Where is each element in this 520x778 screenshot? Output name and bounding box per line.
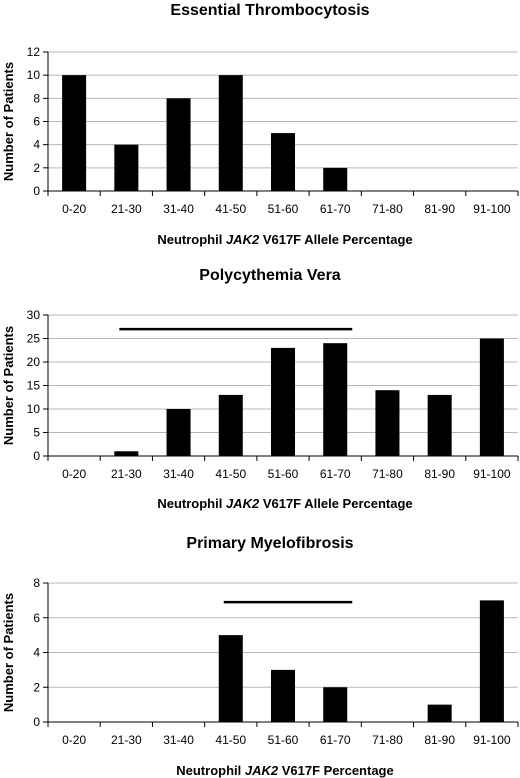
x-tick-label: 0-20 <box>62 202 86 216</box>
x-tick-label: 91-100 <box>473 202 511 216</box>
x-tick-label: 71-80 <box>372 202 403 216</box>
y-tick-label: 20 <box>27 355 41 369</box>
chart-title: Primary Myelofibrosis <box>186 535 353 552</box>
x-axis-label-part: V617F Allele Percentage <box>259 232 412 247</box>
y-tick-label: 12 <box>27 45 41 59</box>
bar-81-90 <box>427 704 452 722</box>
chart-2: Primary Myelofibrosis 0 2 4 6 8 0-20 21-30 31-40… <box>1 535 519 778</box>
bar-91-100 <box>479 600 504 722</box>
x-tick-label: 51-60 <box>268 467 299 481</box>
bar-21-30 <box>114 144 139 191</box>
bar-21-30 <box>114 451 139 456</box>
x-axis-label-part: Neutrophil <box>176 763 245 778</box>
bar-91-100 <box>479 338 504 456</box>
x-axis-label-part: Neutrophil <box>157 232 226 247</box>
y-tick-label: 4 <box>33 138 40 152</box>
x-tick-label: 0-20 <box>62 733 86 747</box>
y-axis-label: Number of Patients <box>1 326 16 445</box>
y-tick-label: 0 <box>33 184 40 198</box>
chart-title: Essential Thrombocytosis <box>170 2 369 19</box>
y-tick-label: 5 <box>33 426 40 440</box>
x-axis-label-part: JAK2 <box>226 496 260 511</box>
bar-51-60 <box>270 347 296 456</box>
y-tick-label: 30 <box>27 308 41 322</box>
x-tick-label: 81-90 <box>424 467 455 481</box>
x-tick-label: 61-70 <box>320 202 351 216</box>
bar-61-70 <box>323 343 348 456</box>
bar-71-80 <box>375 390 400 456</box>
x-tick-label: 41-50 <box>215 202 246 216</box>
x-tick-label: 61-70 <box>320 467 351 481</box>
x-tick-label: 41-50 <box>215 733 246 747</box>
y-tick-label: 8 <box>33 91 40 105</box>
x-tick-label: 31-40 <box>163 733 194 747</box>
chart-0: Essential Thrombocytosis 0 2 4 6 8 10 12 0-20 21-… <box>1 2 519 247</box>
x-tick-label: 31-40 <box>163 467 194 481</box>
x-axis-label: Neutrophil JAK2 V617F Allele Percentage <box>157 232 412 247</box>
bar-41-50 <box>218 635 243 722</box>
y-tick-label: 6 <box>33 115 40 129</box>
bar-61-70 <box>323 687 348 722</box>
y-tick-label: 0 <box>33 715 40 729</box>
x-tick-label: 81-90 <box>424 202 455 216</box>
bar-61-70 <box>323 167 348 191</box>
x-tick-label: 0-20 <box>62 467 86 481</box>
x-tick-label: 71-80 <box>372 733 403 747</box>
bar-31-40 <box>166 409 191 456</box>
chart-1: Polycythemia Vera 0 5 10 15 20 25 30 0-20 21-30 31… <box>1 267 519 511</box>
y-tick-label: 25 <box>27 332 41 346</box>
bar-31-40 <box>166 98 191 191</box>
x-tick-label: 51-60 <box>268 202 299 216</box>
x-axis-label-part: Neutrophil <box>157 496 226 511</box>
x-axis-label-part: V617F Percentage <box>278 763 394 778</box>
x-tick-label: 41-50 <box>215 467 246 481</box>
bar-41-50 <box>218 75 243 191</box>
x-tick-label: 91-100 <box>473 733 511 747</box>
x-tick-label: 21-30 <box>111 467 142 481</box>
y-tick-label: 0 <box>33 449 40 463</box>
y-tick-label: 2 <box>33 680 40 694</box>
chart-title: Polycythemia Vera <box>199 267 341 284</box>
bar-0-20 <box>62 75 87 191</box>
x-axis-label-part: V617F Allele Percentage <box>259 496 412 511</box>
y-tick-label: 4 <box>33 646 40 660</box>
x-axis-label: Neutrophil JAK2 V617F Allele Percentage <box>157 496 412 511</box>
x-axis-label-part: JAK2 <box>245 763 279 778</box>
x-tick-label: 21-30 <box>111 202 142 216</box>
y-tick-label: 8 <box>33 576 40 590</box>
bar-41-50 <box>218 394 243 456</box>
x-tick-label: 31-40 <box>163 202 194 216</box>
x-axis-label-part: JAK2 <box>226 232 260 247</box>
x-tick-label: 51-60 <box>268 733 299 747</box>
y-axis-label: Number of Patients <box>1 593 16 712</box>
x-tick-label: 81-90 <box>424 733 455 747</box>
y-axis-label: Number of Patients <box>1 62 16 181</box>
x-tick-label: 91-100 <box>473 467 511 481</box>
x-tick-label: 61-70 <box>320 733 351 747</box>
bar-51-60 <box>270 133 296 191</box>
bar-81-90 <box>427 394 452 456</box>
x-tick-label: 71-80 <box>372 467 403 481</box>
y-tick-label: 10 <box>27 68 41 82</box>
y-tick-label: 6 <box>33 611 40 625</box>
bar-51-60 <box>270 669 296 722</box>
x-axis-label: Neutrophil JAK2 V617F Percentage <box>176 763 393 778</box>
y-tick-label: 10 <box>27 402 41 416</box>
y-tick-label: 15 <box>27 379 41 393</box>
x-tick-label: 21-30 <box>111 733 142 747</box>
y-tick-label: 2 <box>33 161 40 175</box>
